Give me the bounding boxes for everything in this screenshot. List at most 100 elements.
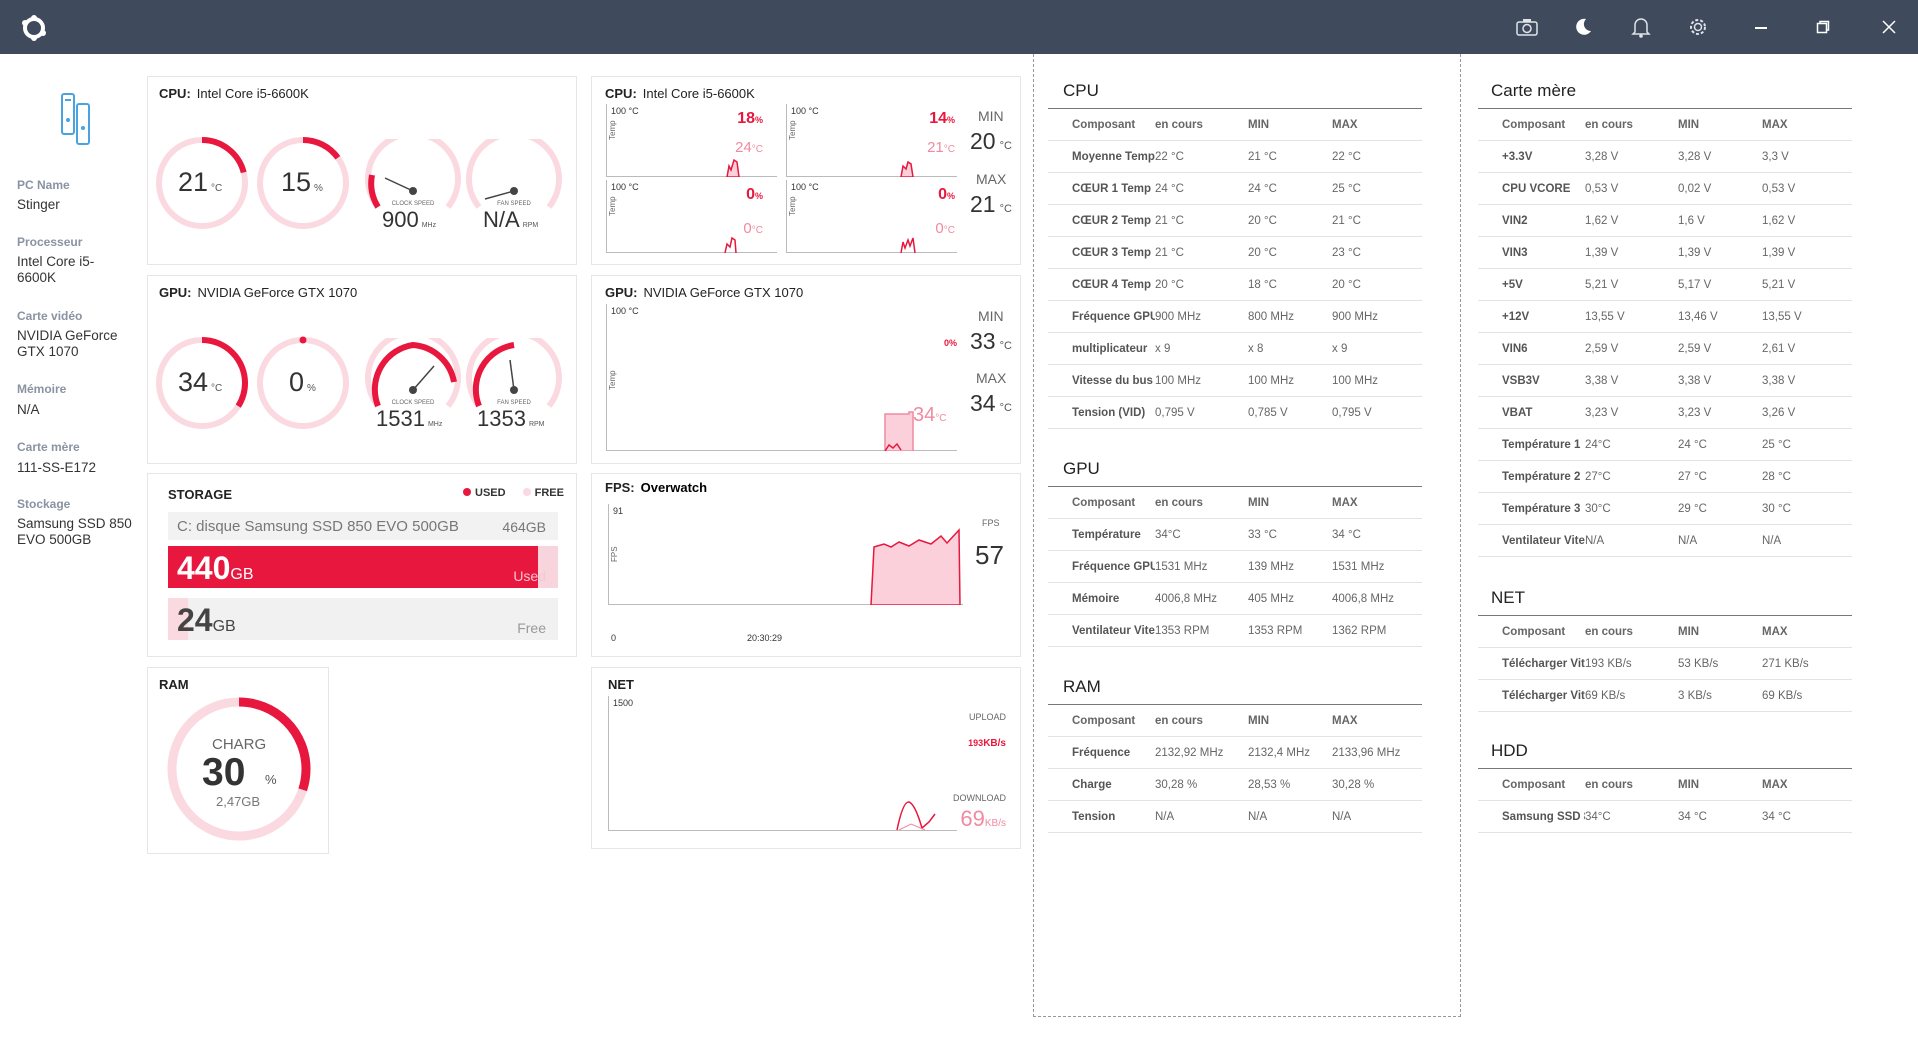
table-header-cell: MIN (1678, 625, 1700, 638)
net-table-title: NET (1491, 588, 1525, 607)
pc-tower-icon (61, 93, 90, 145)
table-row: Température 2 27°C 27 °C 28 °C (1478, 461, 1852, 493)
gear-icon[interactable] (1683, 12, 1713, 42)
motherboard-table-title: Carte mère (1491, 81, 1577, 100)
used-bar: 440GB Used (168, 546, 558, 588)
table-header-cell: Composant (1502, 118, 1566, 131)
table-cell: x 8 (1248, 342, 1264, 355)
table-row: Ventilateur Vites N/A N/A N/A (1478, 525, 1852, 557)
ram-gauge: CHARG 30 % 2,47GB (164, 694, 314, 844)
restore-icon[interactable] (1808, 12, 1838, 42)
table-cell: 24 °C (1248, 182, 1277, 195)
table-cell: 53 KB/s (1678, 657, 1719, 670)
storage-title: STORAGE (168, 487, 233, 502)
storage-value: Samsung SSD 850 EVO 500GB (17, 516, 132, 547)
logo-icon[interactable] (20, 14, 48, 42)
table-cell: Ventilateur Vites (1072, 624, 1155, 637)
cpu-mini-chart-3: 100 °C Temp 0% 0°C (606, 180, 777, 253)
download-label: DOWNLOAD (952, 793, 1006, 803)
motherboard-value: 111-SS-E172 (17, 460, 97, 475)
cpu-gauge-card: CPU: Intel Core i5-6600K 21 °C 15% CLOCK S… (147, 76, 577, 265)
table-header-row: Composant en cours MIN MAX (1048, 487, 1422, 519)
cpu-load-gauge: 15% (253, 133, 353, 233)
table-cell: 2132,4 MHz (1248, 746, 1311, 759)
table-row: Charge 30,28 % 28,53 % 30,28 % (1048, 769, 1422, 801)
table-cell: 2,59 V (1678, 342, 1712, 355)
table-header-row: Composant en cours MIN MAX (1048, 705, 1422, 737)
memory-value: N/A (17, 402, 40, 417)
net-chart-title: NET (608, 677, 634, 692)
table-cell: Température 3 (1502, 502, 1581, 515)
table-row: CPU VCORE 0,53 V 0,02 V 0,53 V (1478, 173, 1852, 205)
moon-icon[interactable] (1568, 12, 1598, 42)
table-cell: 100 MHz (1248, 374, 1295, 387)
table-cell: +12V (1502, 310, 1530, 323)
table-cell: 2,61 V (1762, 342, 1796, 355)
table-cell: Température 2 (1502, 470, 1581, 483)
close-icon[interactable] (1874, 12, 1904, 42)
table-cell: 1,39 V (1585, 246, 1619, 259)
table-cell: 5,21 V (1762, 278, 1796, 291)
table-header-cell: Composant (1502, 778, 1566, 791)
table-row: VIN6 2,59 V 2,59 V 2,61 V (1478, 333, 1852, 365)
table-cell: 34 °C (1332, 528, 1361, 541)
table-row: Température 1 24°C 24 °C 25 °C (1478, 429, 1852, 461)
table-row: Fréquence 2132,92 MHz 2132,4 MHz 2133,96 MH… (1048, 737, 1422, 769)
table-cell: 34 °C (1678, 810, 1707, 823)
table-cell: 34°C (1155, 528, 1181, 541)
table-cell: 3,28 V (1678, 150, 1712, 163)
net-chart-card: NET 1500 UPLOAD 193KB/s DOWNLOAD 69KB/s (591, 667, 1021, 849)
table-cell: 21 °C (1155, 246, 1184, 259)
details-panel-left (1033, 54, 1461, 1017)
table-cell: 20 °C (1155, 278, 1184, 291)
table-row: Tension (VID) 0,795 V 0,785 V 0,795 V (1048, 397, 1422, 429)
ram-title: RAM (159, 677, 189, 692)
table-row: Mémoire 4006,8 MHz 405 MHz 4006,8 MHz (1048, 583, 1422, 615)
table-cell: 69 KB/s (1762, 689, 1803, 702)
table-cell: 3 KB/s (1678, 689, 1712, 702)
cpu-min-label: MIN (978, 108, 1004, 124)
table-cell: 1,39 V (1678, 246, 1712, 259)
gpu-load-gauge: 0% (253, 333, 353, 433)
camera-icon[interactable] (1512, 12, 1542, 42)
table-cell: 1,62 V (1762, 214, 1796, 227)
bell-icon[interactable] (1626, 12, 1656, 42)
table-cell: 22 °C (1332, 150, 1361, 163)
drive-row[interactable]: C: disque Samsung SSD 850 EVO 500GB 464G… (168, 512, 558, 540)
table-row: Fréquence GPU 1531 MHz 139 MHz 1531 MHz (1048, 551, 1422, 583)
table-header-cell: MAX (1332, 496, 1358, 509)
gpu-gauge-card: GPU: NVIDIA GeForce GTX 1070 34 °C 0% CLOC… (147, 275, 577, 464)
upload-value: 193KB/s (968, 738, 1006, 749)
gpu-fan-gauge: FAN SPEED 1353 RPM (465, 338, 563, 434)
table-cell: 30,28 % (1155, 778, 1198, 791)
table-cell: 0,53 V (1585, 182, 1619, 195)
table-cell: VSB3V (1502, 374, 1540, 387)
table-cell: Télécharger Vites (1502, 689, 1585, 702)
table-cell: N/A (1332, 810, 1352, 823)
table-cell: 193 KB/s (1585, 657, 1632, 670)
table-cell: 0,795 V (1155, 406, 1195, 419)
gpu-min-label: MIN (978, 308, 1004, 324)
table-cell: 3,26 V (1762, 406, 1796, 419)
table-cell: 33 °C (1248, 528, 1277, 541)
table-cell: 1,39 V (1762, 246, 1796, 259)
gpu-clock-gauge: CLOCK SPEED 1531 MHz (364, 338, 462, 434)
ram-card: RAM CHARG 30 % 2,47GB (147, 667, 329, 854)
table-row: Télécharger Vites193 KB/s 53 KB/s 271 KB/s (1478, 648, 1852, 680)
table-cell: 2132,92 MHz (1155, 746, 1224, 759)
minimize-icon[interactable] (1746, 12, 1776, 42)
table-cell: CPU VCORE (1502, 182, 1571, 195)
table-cell: 405 MHz (1248, 592, 1295, 605)
fps-chart-title: FPS: Overwatch (605, 480, 708, 495)
net-table: Composant en cours MIN MAX Télécharger Vites… (1478, 615, 1852, 712)
table-cell: N/A (1762, 534, 1782, 547)
fps-x-time: 20:30:29 (747, 633, 783, 643)
table-row: Tension N/A N/A N/A (1048, 801, 1422, 833)
table-row: +3.3V 3,28 V 3,28 V 3,3 V (1478, 141, 1852, 173)
table-header-row: Composant en cours MIN MAX (1478, 109, 1852, 141)
table-cell: VIN3 (1502, 246, 1528, 259)
table-cell: VIN2 (1502, 214, 1528, 227)
table-cell: Ventilateur Vites (1502, 534, 1585, 547)
table-header-cell: MIN (1678, 778, 1700, 791)
table-cell: 3,38 V (1678, 374, 1712, 387)
